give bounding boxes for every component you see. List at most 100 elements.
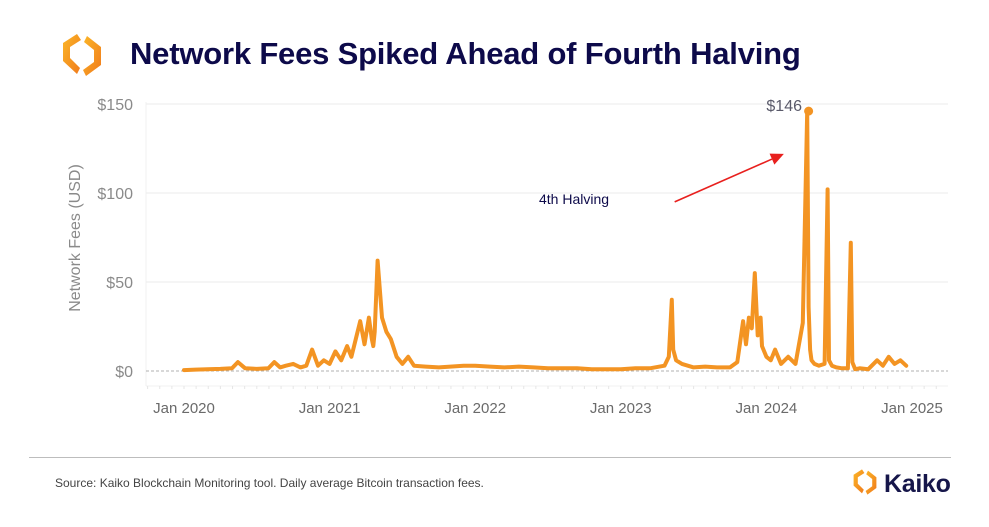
data-point bbox=[715, 365, 719, 369]
data-point bbox=[243, 366, 247, 370]
data-point bbox=[807, 305, 811, 309]
data-point bbox=[517, 365, 521, 369]
y-tick-label: $150 bbox=[97, 97, 133, 114]
data-point bbox=[266, 366, 270, 370]
data-point bbox=[376, 259, 380, 263]
data-point bbox=[830, 364, 834, 368]
x-tick-label: Jan 2025 bbox=[881, 400, 943, 417]
data-point bbox=[794, 362, 797, 366]
series bbox=[182, 109, 909, 373]
annotations: 4th Halving $146 bbox=[539, 98, 814, 207]
data-point bbox=[345, 344, 349, 348]
halving-arrow-shaft bbox=[674, 158, 773, 203]
data-point bbox=[881, 364, 885, 368]
data-point bbox=[898, 358, 902, 362]
data-point bbox=[680, 362, 684, 366]
data-point bbox=[531, 365, 535, 369]
data-point bbox=[671, 348, 675, 352]
data-point bbox=[255, 367, 259, 371]
data-point bbox=[756, 333, 760, 337]
x-axis: Jan 2020 Jan 2021 Jan 2022 Jan 2023 Jan 2024… bbox=[147, 386, 943, 417]
data-point bbox=[310, 348, 314, 352]
data-point bbox=[370, 337, 374, 341]
data-point bbox=[619, 367, 623, 371]
data-point bbox=[741, 319, 745, 323]
data-point bbox=[692, 365, 696, 369]
data-point bbox=[349, 355, 353, 359]
data-point bbox=[826, 187, 830, 191]
data-point bbox=[373, 330, 377, 334]
x-tick-label: Jan 2020 bbox=[153, 400, 215, 417]
data-point bbox=[670, 298, 674, 302]
data-point bbox=[786, 355, 790, 359]
data-point bbox=[575, 366, 579, 370]
chart-title: Network Fees Spiked Ahead of Fourth Halv… bbox=[130, 36, 801, 71]
data-point bbox=[773, 348, 777, 352]
data-point bbox=[633, 366, 637, 370]
data-point bbox=[769, 358, 773, 362]
peak-value-label: $146 bbox=[766, 98, 802, 115]
halving-arrow-head bbox=[769, 153, 784, 165]
y-tick-label: $0 bbox=[115, 364, 133, 381]
data-point bbox=[703, 365, 707, 369]
halving-annotation-label: 4th Halving bbox=[539, 191, 609, 207]
data-point bbox=[236, 360, 240, 364]
data-point bbox=[182, 368, 186, 372]
data-point bbox=[205, 367, 209, 371]
data-point bbox=[764, 355, 768, 359]
grid bbox=[145, 102, 948, 387]
data-point bbox=[728, 365, 732, 369]
data-point bbox=[663, 364, 666, 368]
data-point bbox=[412, 364, 416, 368]
data-point bbox=[488, 365, 492, 369]
data-point bbox=[299, 365, 302, 369]
data-point bbox=[322, 358, 326, 362]
footer-brand: Kaiko bbox=[850, 467, 951, 502]
data-point bbox=[853, 367, 857, 371]
data-point bbox=[363, 342, 366, 346]
data-point bbox=[810, 358, 813, 362]
data-point bbox=[371, 344, 375, 348]
data-point bbox=[801, 321, 805, 325]
data-point bbox=[502, 365, 506, 369]
peak-marker bbox=[804, 106, 814, 116]
data-point bbox=[750, 326, 754, 330]
y-axis: $0 $50 $100 $150 bbox=[97, 97, 133, 381]
y-tick-label: $50 bbox=[106, 275, 133, 292]
data-point bbox=[367, 316, 371, 320]
x-tick-label: Jan 2021 bbox=[299, 400, 361, 417]
data-point bbox=[437, 365, 441, 369]
x-tick-label: Jan 2024 bbox=[736, 400, 798, 417]
data-point bbox=[817, 364, 821, 368]
kaiko-logo-icon bbox=[57, 30, 107, 80]
data-point bbox=[424, 365, 428, 369]
data-point bbox=[358, 319, 362, 323]
data-point bbox=[744, 342, 748, 346]
data-point bbox=[406, 355, 410, 359]
data-point bbox=[462, 364, 466, 368]
data-point bbox=[866, 367, 870, 371]
data-point bbox=[284, 364, 288, 368]
data-point bbox=[827, 358, 831, 362]
chart-canvas: $0$50$100$150 Jan 2020 Jan 2021 Jan 2022 Ja… bbox=[67, 97, 948, 417]
data-point bbox=[812, 362, 816, 366]
data-point bbox=[316, 364, 320, 368]
brand-name: Kaiko bbox=[884, 470, 951, 498]
data-point bbox=[590, 367, 594, 371]
data-point bbox=[760, 344, 764, 348]
data-point bbox=[753, 271, 757, 275]
data-point bbox=[218, 367, 222, 371]
data-point bbox=[389, 337, 393, 341]
data-point bbox=[604, 367, 608, 371]
data-point bbox=[395, 355, 399, 359]
data-point bbox=[846, 366, 850, 370]
data-point bbox=[272, 360, 276, 364]
data-point bbox=[759, 316, 763, 320]
data-point bbox=[194, 368, 198, 372]
source-note: Source: Kaiko Blockchain Monitoring tool… bbox=[55, 476, 484, 490]
data-point bbox=[380, 316, 384, 320]
data-point bbox=[230, 366, 234, 370]
data-point bbox=[648, 366, 652, 370]
data-point bbox=[808, 348, 812, 352]
data-point bbox=[893, 362, 896, 366]
